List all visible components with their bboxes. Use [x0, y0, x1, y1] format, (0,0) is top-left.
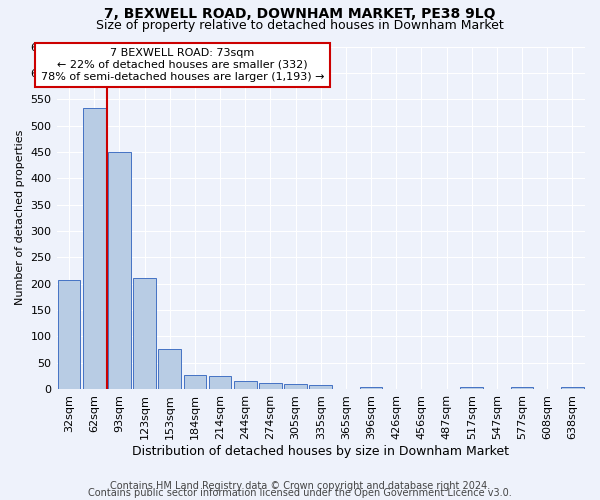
Bar [460, 387, 483, 389]
Bar [234, 381, 257, 389]
Bar [561, 387, 584, 389]
Bar [58, 280, 80, 389]
Bar [360, 387, 382, 389]
Bar [158, 350, 181, 389]
Bar [284, 384, 307, 389]
X-axis label: Distribution of detached houses by size in Downham Market: Distribution of detached houses by size … [132, 444, 509, 458]
Text: 7, BEXWELL ROAD, DOWNHAM MARKET, PE38 9LQ: 7, BEXWELL ROAD, DOWNHAM MARKET, PE38 9L… [104, 8, 496, 22]
Bar [209, 376, 232, 389]
Bar [184, 374, 206, 389]
Bar [108, 152, 131, 389]
Bar [511, 387, 533, 389]
Text: Contains public sector information licensed under the Open Government Licence v3: Contains public sector information licen… [88, 488, 512, 498]
Text: 7 BEXWELL ROAD: 73sqm
← 22% of detached houses are smaller (332)
78% of semi-det: 7 BEXWELL ROAD: 73sqm ← 22% of detached … [41, 48, 324, 82]
Bar [310, 386, 332, 389]
Bar [83, 108, 106, 389]
Text: Contains HM Land Registry data © Crown copyright and database right 2024.: Contains HM Land Registry data © Crown c… [110, 481, 490, 491]
Bar [133, 278, 156, 389]
Bar [259, 382, 282, 389]
Y-axis label: Number of detached properties: Number of detached properties [15, 130, 25, 306]
Text: Size of property relative to detached houses in Downham Market: Size of property relative to detached ho… [96, 19, 504, 32]
